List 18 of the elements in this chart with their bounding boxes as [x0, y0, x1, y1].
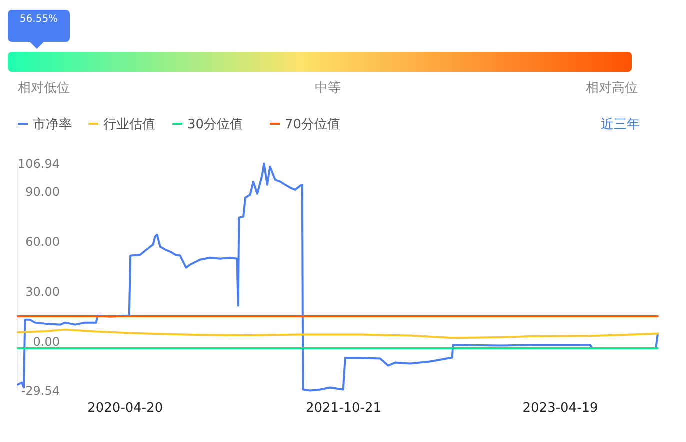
legend-label: 70分位值	[285, 118, 341, 133]
x-tick-label: 2023-04-19	[522, 401, 598, 416]
text: 56.55%	[20, 14, 58, 25]
y-tick-label: 0.00	[33, 335, 60, 350]
legend-label: 市净率	[33, 116, 72, 133]
legend-label: 30分位值	[188, 118, 244, 133]
y-tick-label: 106.94	[18, 156, 60, 171]
y-tick-label: 90.00	[26, 185, 60, 200]
legend-label: 行业估值	[104, 118, 156, 133]
text: 近三年	[601, 118, 640, 133]
y-tick-label: 30.00	[26, 285, 60, 300]
y-tick-label: 60.00	[26, 235, 60, 250]
text: 相对低位	[18, 81, 70, 96]
x-tick-label: 2021-10-21	[306, 401, 382, 416]
text: 中等	[315, 81, 341, 96]
x-tick-label: 2020-04-20	[88, 401, 164, 416]
text: 相对高位	[586, 80, 638, 96]
y-tick-label: -29.54	[21, 384, 60, 398]
